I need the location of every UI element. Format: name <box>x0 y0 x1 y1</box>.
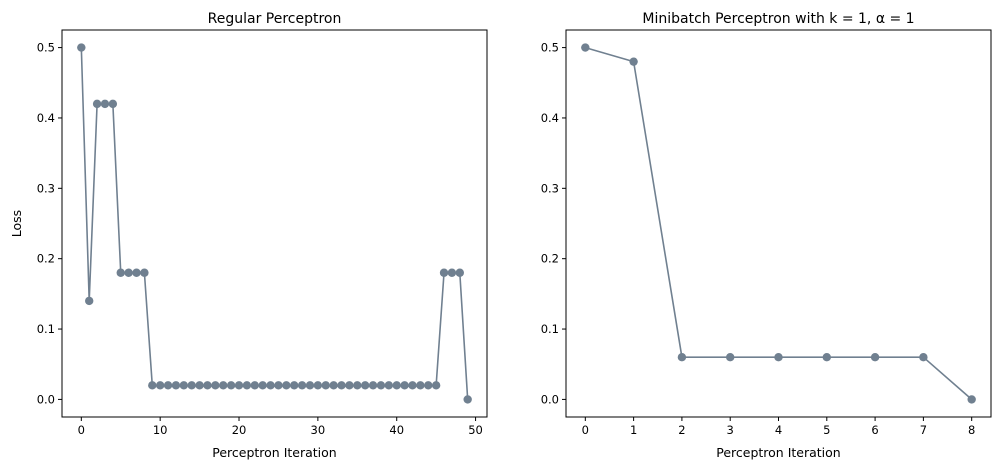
data-point <box>376 381 386 390</box>
data-point <box>108 99 118 109</box>
x-tick-label: 2 <box>678 423 685 437</box>
data-point <box>132 268 141 277</box>
y-tick-label: 0.2 <box>37 252 55 266</box>
data-point <box>85 296 94 306</box>
x-tick-label: 6 <box>871 423 878 437</box>
data-point <box>297 381 307 390</box>
series-line <box>80 47 469 400</box>
data-point <box>353 381 362 390</box>
y-tick-label: 0.3 <box>37 181 55 195</box>
data-point <box>305 381 315 390</box>
series-line <box>585 46 973 401</box>
data-point <box>870 352 880 362</box>
data-point <box>321 381 330 390</box>
x-tick-label: 7 <box>920 423 927 437</box>
data-point <box>211 381 220 390</box>
y-axis-label: Loss <box>9 210 24 237</box>
data-point <box>822 352 831 362</box>
data-point <box>384 381 394 390</box>
data-point <box>77 43 86 52</box>
data-point <box>392 381 401 390</box>
data-point <box>424 381 433 390</box>
x-tick-label: 0 <box>78 423 85 437</box>
x-tick-label: 3 <box>727 423 734 437</box>
x-tick-label: 8 <box>968 423 975 437</box>
data-point <box>100 99 110 109</box>
plot-area-frame <box>61 29 488 418</box>
data-point <box>124 268 133 277</box>
x-tick-label: 50 <box>468 423 483 437</box>
data-point <box>677 352 687 362</box>
data-point <box>337 381 346 390</box>
data-point <box>203 381 212 390</box>
x-axis-label: Perceptron Iteration <box>716 445 840 460</box>
y-tick-label: 0.4 <box>37 111 55 125</box>
data-point <box>219 381 228 390</box>
y-tick-label: 0.1 <box>541 322 559 336</box>
y-tick-label: 0.0 <box>541 392 559 406</box>
data-point <box>258 381 267 390</box>
data-point <box>345 381 354 390</box>
y-tick-label: 0.5 <box>37 41 55 55</box>
y-tick-label: 0.1 <box>37 322 55 336</box>
data-point <box>155 381 165 390</box>
data-point <box>234 381 244 390</box>
data-point <box>290 381 299 390</box>
data-point <box>774 352 783 362</box>
data-point <box>266 381 275 390</box>
data-point <box>195 381 204 390</box>
y-tick-label: 0.2 <box>541 252 559 266</box>
data-point <box>274 381 283 390</box>
data-point <box>313 381 323 390</box>
y-tick-label: 0.5 <box>541 41 559 55</box>
data-point <box>329 381 338 390</box>
data-point <box>431 381 441 390</box>
data-point <box>455 268 464 277</box>
y-tick-label: 0.3 <box>541 181 559 195</box>
data-point <box>726 352 735 362</box>
plot-area-frame <box>565 29 992 418</box>
data-point <box>250 381 259 390</box>
x-tick-label: 10 <box>153 423 168 437</box>
data-point <box>226 381 236 390</box>
data-point <box>242 381 252 390</box>
x-tick-label: 0 <box>582 423 589 437</box>
data-point <box>116 268 125 277</box>
x-tick-label: 5 <box>823 423 830 437</box>
data-point <box>282 381 291 390</box>
data-point <box>629 57 638 66</box>
data-point <box>171 381 181 390</box>
data-point <box>581 43 590 52</box>
data-point <box>416 381 425 390</box>
data-point <box>967 395 976 404</box>
x-tick-label: 40 <box>389 423 404 437</box>
data-point <box>187 381 196 390</box>
chart-minibatch-perceptron: Minibatch Perceptron with k = 1, α = 1 0 1… <box>541 11 992 460</box>
x-axis-label: Perceptron Iteration <box>212 445 336 460</box>
data-point <box>439 268 449 277</box>
data-point <box>447 268 457 277</box>
y-tick-label: 0.0 <box>37 392 55 406</box>
x-tick-label: 1 <box>630 423 637 437</box>
chart-title: Regular Perceptron <box>208 11 342 27</box>
chart-regular-perceptron: Regular Perceptron 0 10 20 30 40 50 0.0 0.1 0.2 0.… <box>9 11 488 460</box>
data-point <box>148 381 157 390</box>
data-point <box>368 381 378 390</box>
y-tick-label: 0.4 <box>541 111 559 125</box>
x-tick-label: 4 <box>775 423 782 437</box>
data-point <box>179 381 189 390</box>
data-point <box>408 381 417 390</box>
data-point <box>163 381 173 390</box>
x-tick-label: 20 <box>232 423 247 437</box>
x-tick-label: 30 <box>311 423 326 437</box>
data-point <box>400 381 409 390</box>
data-point <box>92 99 102 109</box>
data-point <box>360 381 370 390</box>
data-point <box>463 395 472 404</box>
data-point <box>140 268 149 277</box>
data-point <box>919 352 928 362</box>
chart-title: Minibatch Perceptron with k = 1, α = 1 <box>642 11 914 27</box>
